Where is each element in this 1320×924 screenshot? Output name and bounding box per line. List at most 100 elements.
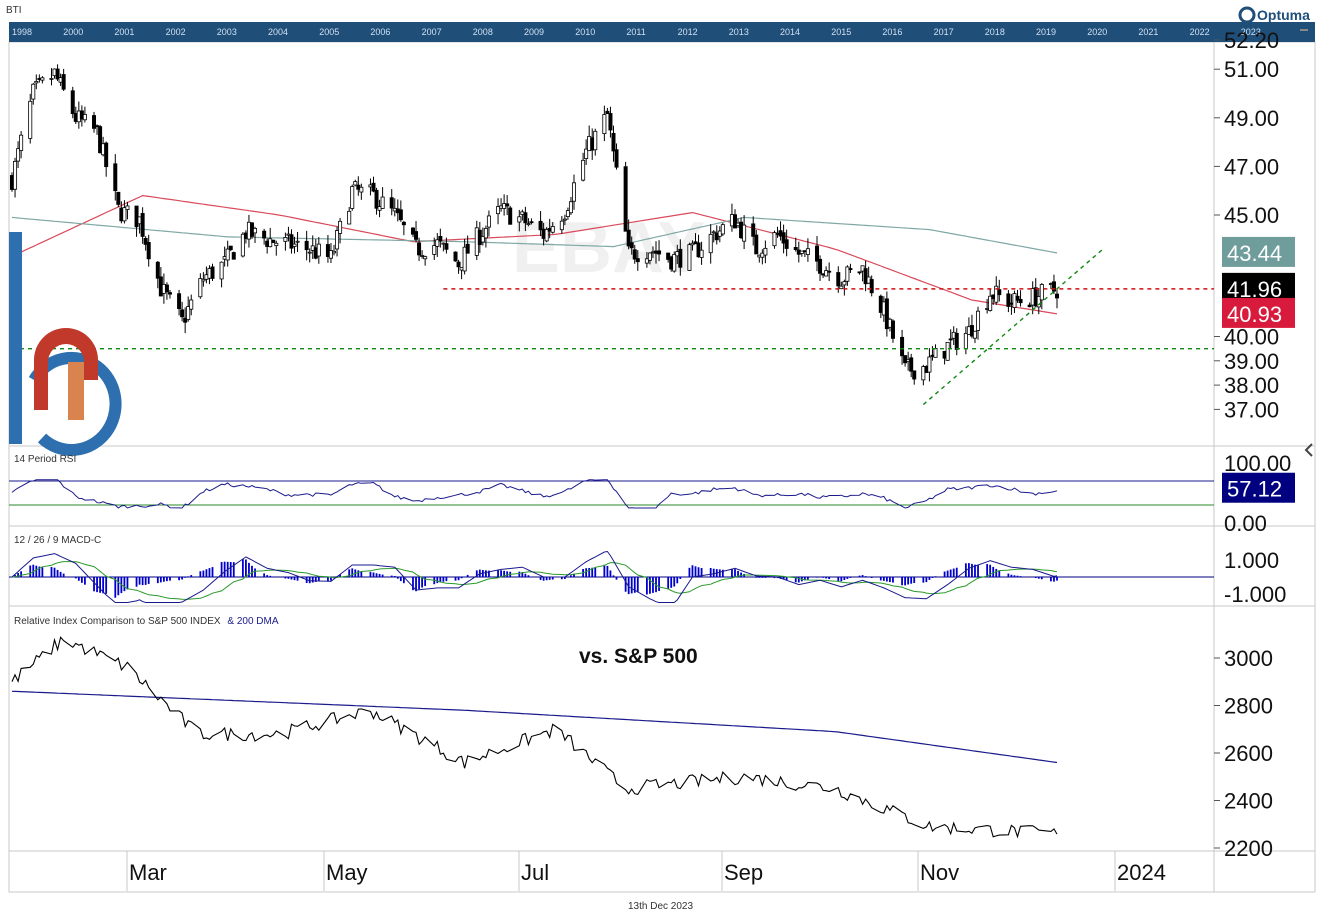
candle-body bbox=[92, 115, 97, 129]
scroll-right-icon[interactable] bbox=[1304, 443, 1313, 457]
candle-body bbox=[371, 182, 376, 192]
macd-histogram-bar bbox=[649, 577, 651, 594]
timeline-year[interactable]: 2002 bbox=[166, 27, 186, 37]
macd-histogram-bar bbox=[591, 567, 594, 577]
macd-histogram-bar bbox=[412, 577, 414, 591]
macd-histogram-bar bbox=[782, 577, 785, 580]
macd-histogram-bar bbox=[585, 568, 588, 577]
rsi-badge bbox=[1222, 472, 1295, 503]
macd-tick-label: -1.000 bbox=[1224, 582, 1286, 607]
macd-histogram-bar bbox=[718, 569, 721, 577]
macd-histogram-bar bbox=[901, 577, 903, 586]
macd-histogram-bar bbox=[673, 577, 676, 587]
candle-body bbox=[976, 310, 981, 331]
timeline-year[interactable]: 2008 bbox=[473, 27, 493, 37]
timeline-year[interactable]: 2016 bbox=[882, 27, 902, 37]
macd-histogram-bar bbox=[181, 577, 184, 580]
timeline-year[interactable]: 2022 bbox=[1190, 27, 1210, 37]
macd-histogram-bar bbox=[849, 577, 852, 578]
candle-body bbox=[629, 242, 634, 249]
rsi-title: 14 Period RSI bbox=[14, 454, 76, 465]
candle-body bbox=[571, 182, 576, 202]
macd-histogram-bar bbox=[977, 565, 979, 577]
timeline-year[interactable]: 2017 bbox=[934, 27, 954, 37]
timeline-year[interactable]: 2012 bbox=[678, 27, 698, 37]
candle-body bbox=[289, 234, 294, 249]
candle-body bbox=[146, 242, 151, 260]
macd-histogram-bar bbox=[609, 570, 612, 577]
candle-body bbox=[805, 248, 810, 255]
timeline-year[interactable]: 2018 bbox=[985, 27, 1005, 37]
timeline-year[interactable]: 2021 bbox=[1138, 27, 1158, 37]
macd-histogram-bar bbox=[518, 571, 521, 577]
macd-histogram-bar bbox=[402, 577, 405, 584]
brand-logo-arch-icon bbox=[34, 328, 98, 410]
price-tick-label: 39.00 bbox=[1224, 349, 1279, 374]
candle-body bbox=[40, 77, 45, 81]
timeline-year[interactable]: 2003 bbox=[217, 27, 237, 37]
timeline-year[interactable]: 2015 bbox=[831, 27, 851, 37]
macd-histogram-bar bbox=[254, 568, 256, 577]
timeline-year[interactable]: 2014 bbox=[780, 27, 800, 37]
candle-body bbox=[398, 209, 403, 221]
macd-histogram-bar bbox=[399, 577, 402, 582]
macd-histogram-bar bbox=[548, 577, 551, 580]
symbol-label: BTI bbox=[6, 5, 22, 16]
candle-body bbox=[316, 243, 321, 257]
macd-histogram-bar bbox=[870, 577, 873, 578]
relative-panel: 3000 2800 2600 2400 2200 bbox=[11, 636, 1273, 861]
macd-histogram-bar bbox=[135, 577, 138, 587]
candle-body bbox=[155, 261, 160, 279]
macd-histogram-bar bbox=[314, 577, 317, 582]
macd-histogram-bar bbox=[1056, 577, 1058, 581]
macd-histogram-bar bbox=[138, 577, 141, 585]
timeline-year[interactable]: 2007 bbox=[422, 27, 442, 37]
timeline-year[interactable]: 2013 bbox=[729, 27, 749, 37]
candle-body bbox=[210, 266, 215, 279]
macd-histogram-bar bbox=[500, 570, 502, 577]
macd-histogram-bar bbox=[35, 565, 38, 577]
timeline-navigator[interactable] bbox=[9, 22, 1315, 42]
candle-body bbox=[845, 266, 850, 282]
candle-body bbox=[31, 83, 36, 100]
candle-body bbox=[486, 215, 491, 228]
timeline-year[interactable]: 2019 bbox=[1036, 27, 1056, 37]
macd-histogram-bar bbox=[734, 569, 736, 577]
macd-histogram-bar bbox=[123, 577, 126, 592]
candle-body bbox=[988, 295, 993, 311]
timeline-year[interactable]: 2009 bbox=[524, 27, 544, 37]
macd-histogram-bar bbox=[542, 577, 545, 581]
x-axis-label: May bbox=[326, 860, 368, 885]
macd-histogram-bar bbox=[995, 568, 998, 577]
macd-histogram-bar bbox=[740, 572, 742, 577]
macd-histogram-bar bbox=[807, 577, 809, 580]
candle-body bbox=[708, 233, 713, 254]
candle-body bbox=[438, 236, 443, 242]
candle-body bbox=[189, 299, 194, 310]
timeline-year[interactable]: 2004 bbox=[268, 27, 288, 37]
candle-body bbox=[839, 285, 844, 290]
macd-histogram-bar bbox=[296, 577, 299, 581]
macd-histogram-bar bbox=[1013, 575, 1016, 577]
timeline-year[interactable]: 1998 bbox=[12, 27, 32, 37]
candle-body bbox=[550, 226, 555, 233]
macd-histogram-bar bbox=[949, 569, 952, 577]
timeline-year[interactable]: 2006 bbox=[370, 27, 390, 37]
macd-histogram-bar bbox=[755, 577, 758, 578]
timeline-year[interactable]: 2010 bbox=[575, 27, 595, 37]
candle-body bbox=[410, 227, 415, 235]
candle-body bbox=[225, 248, 230, 261]
macd-histogram-bar bbox=[442, 577, 445, 582]
timeline-year[interactable]: 2001 bbox=[114, 27, 134, 37]
macd-histogram-bar bbox=[105, 577, 108, 594]
timeline-year[interactable]: 2000 bbox=[63, 27, 83, 37]
timeline-year[interactable]: 2020 bbox=[1087, 27, 1107, 37]
candle-body bbox=[720, 224, 725, 235]
timeline-year[interactable]: 2011 bbox=[626, 27, 645, 37]
candle-body bbox=[483, 227, 488, 239]
timeline-year[interactable]: 2023 bbox=[1241, 27, 1261, 37]
timeline-year[interactable]: 2005 bbox=[319, 27, 339, 37]
candle-body bbox=[869, 279, 874, 294]
macd-histogram-bar bbox=[889, 577, 891, 583]
optuma-brand: Optuma bbox=[1257, 7, 1310, 23]
